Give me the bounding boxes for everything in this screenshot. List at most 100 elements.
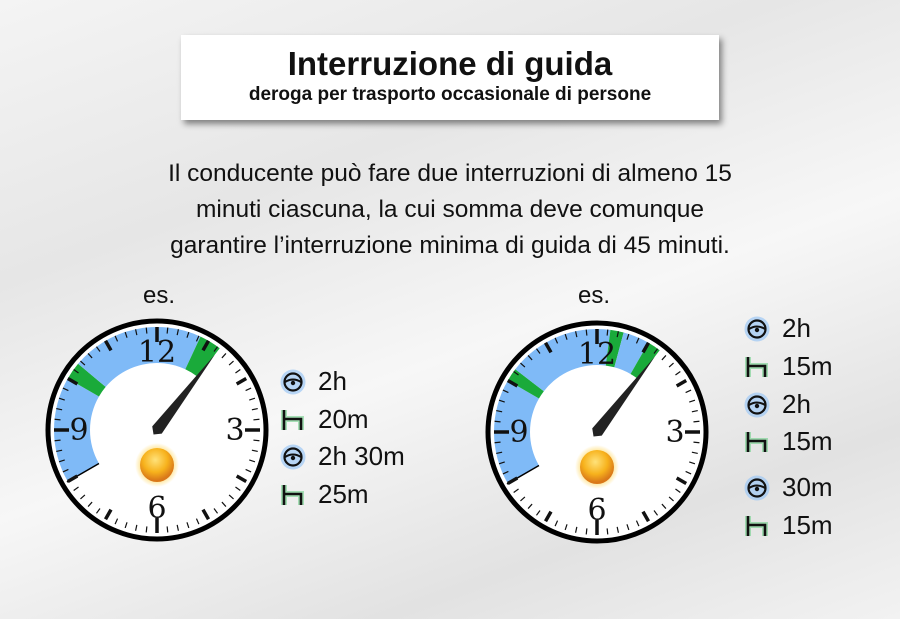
tick-mark	[73, 368, 79, 374]
legend-item: 2h 30m	[280, 441, 405, 472]
tick-mark	[56, 449, 63, 453]
tick-mark	[228, 360, 234, 366]
tick-mark	[213, 508, 219, 514]
tick-mark	[221, 353, 227, 359]
tick-mark	[496, 409, 503, 413]
tick-mark	[87, 353, 93, 359]
tick-mark	[606, 329, 609, 336]
rule-description: Il conducente può fare due interruzioni …	[60, 156, 840, 264]
legend-item: 2h	[744, 313, 811, 344]
legend-item: 15m	[744, 510, 833, 541]
clock-numeral: 6	[147, 491, 166, 526]
steering-wheel-icon	[280, 369, 306, 395]
page-subtitle: deroga per trasporto occasionale di pers…	[248, 84, 652, 105]
bed-icon	[280, 482, 306, 508]
legend-item: 15m	[744, 351, 833, 382]
tick-mark	[103, 508, 113, 521]
tick-mark	[689, 399, 696, 403]
tick-mark	[62, 387, 69, 392]
driving-segment	[614, 332, 649, 374]
title-box: Interruzione di guida deroga per traspor…	[181, 35, 719, 120]
legend-item: 15m	[744, 426, 833, 457]
tick-mark	[245, 468, 252, 473]
tick-mark	[195, 518, 200, 525]
tick-mark	[693, 420, 700, 423]
legend-duration: 15m	[782, 426, 833, 456]
tick-mark	[675, 378, 688, 388]
tick-mark	[543, 510, 553, 523]
tick-mark	[675, 370, 681, 376]
legend-duration: 2h 30m	[318, 441, 405, 471]
tick-mark	[251, 449, 258, 453]
clock-numeral: 12	[578, 337, 616, 372]
legend-duration: 15m	[782, 510, 833, 540]
tick-mark	[506, 378, 519, 388]
tick-mark	[626, 524, 630, 531]
break-segment	[507, 369, 544, 399]
driving-segment	[515, 329, 611, 392]
tick-mark	[114, 518, 119, 525]
tick-mark	[124, 522, 128, 529]
tick-mark	[235, 368, 241, 374]
sun-icon	[140, 448, 174, 482]
tick-mark	[80, 360, 86, 366]
sun-icon	[580, 450, 614, 484]
tick-mark	[201, 339, 211, 352]
legend-item: 20m	[280, 404, 369, 435]
tick-mark	[653, 510, 659, 516]
tick-mark	[251, 407, 258, 411]
tick-mark	[134, 329, 138, 336]
description-line: garantire l’interruzione minima di guida…	[170, 232, 730, 259]
tick-mark	[245, 387, 252, 392]
tick-mark	[527, 503, 533, 509]
driving-segment	[54, 378, 99, 482]
tick-mark	[616, 526, 620, 533]
bed-icon	[744, 429, 770, 455]
clock-numeral: 12	[138, 335, 176, 370]
tick-mark	[58, 459, 65, 463]
tick-mark	[554, 337, 559, 344]
bed-icon	[280, 407, 306, 433]
example-label: es.	[143, 282, 176, 309]
bed-icon	[744, 513, 770, 539]
tick-mark	[134, 524, 138, 531]
driving-segment	[494, 380, 539, 484]
clock-numeral: 6	[587, 493, 606, 528]
clock-example-2: 12 3 6 9	[485, 320, 709, 544]
tick-mark	[543, 341, 553, 354]
tick-mark	[641, 510, 651, 523]
clock-hand	[152, 354, 215, 435]
tick-mark	[494, 420, 501, 423]
tick-mark	[691, 409, 698, 413]
legend-item: 25m	[280, 479, 369, 510]
driving-segment	[78, 327, 201, 387]
page-title: Interruzione di guida	[287, 45, 613, 82]
tick-mark	[166, 526, 169, 533]
tick-mark	[213, 346, 219, 352]
tick-mark	[668, 496, 674, 502]
break-segment	[605, 329, 624, 368]
tick-mark	[685, 389, 692, 394]
legend-duration: 20m	[318, 404, 369, 434]
tick-mark	[498, 399, 505, 403]
tick-mark	[73, 486, 79, 492]
legend-item: 2h	[280, 366, 347, 397]
tick-mark	[249, 397, 256, 401]
tick-mark	[494, 441, 501, 444]
tick-mark	[186, 331, 190, 338]
description-line: Il conducente può fare due interruzioni …	[168, 160, 732, 187]
tick-mark	[249, 459, 256, 463]
tick-mark	[585, 528, 588, 535]
tick-mark	[661, 355, 667, 361]
tick-mark	[145, 327, 148, 334]
tick-mark	[585, 329, 588, 336]
tick-mark	[506, 476, 519, 486]
tick-mark	[693, 441, 700, 444]
tick-mark	[87, 501, 93, 507]
legend-duration: 2h	[782, 313, 811, 343]
legend-duration: 25m	[318, 479, 369, 509]
tick-mark	[166, 327, 169, 334]
tick-mark	[513, 488, 519, 494]
legend-item: 2h	[744, 389, 811, 420]
steering-wheel-icon	[744, 392, 770, 418]
